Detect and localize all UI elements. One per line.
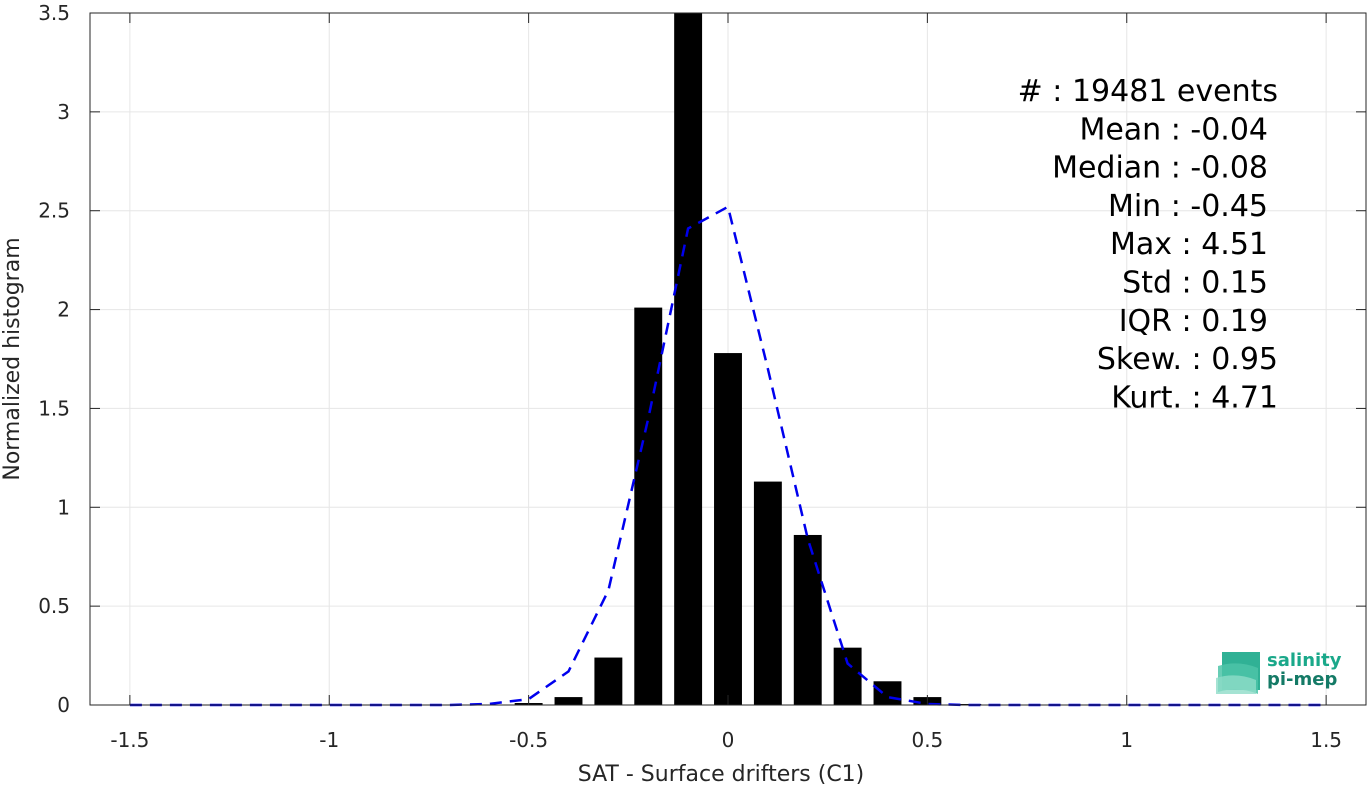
histogram-bar: [753, 481, 782, 705]
stat-line: Max : 4.51: [1110, 227, 1268, 262]
histogram-bar: [833, 647, 862, 705]
x-tick-label: -1.5: [110, 728, 149, 752]
y-tick-label: 3.5: [38, 1, 70, 25]
stat-line: Mean : -0.04: [1079, 112, 1268, 147]
y-tick-label: 0: [57, 693, 70, 717]
stat-line: Skew. : 0.95: [1097, 342, 1278, 377]
histogram-bar: [674, 13, 703, 705]
x-axis-label: SAT - Surface drifters (C1): [578, 762, 865, 785]
histogram-bar: [793, 534, 822, 705]
histogram-bars: [514, 13, 982, 705]
stat-line: IQR : 0.19: [1119, 304, 1268, 339]
x-tick-label: -1: [319, 728, 339, 752]
histogram-bar: [554, 697, 583, 705]
grid: [90, 12, 1366, 706]
y-tick-label: 1.5: [38, 396, 70, 420]
tick-labels: -1.5 -1 -0.5 0 0.5 1 1.5 0 0.5 1 1.5 2 2.5 3 3.5: [38, 1, 1342, 752]
stat-line: Median : -0.08: [1052, 151, 1268, 186]
y-tick-label: 1: [57, 495, 70, 519]
axes: [89, 12, 1367, 706]
x-tick-label: 1.5: [1310, 728, 1342, 752]
y-tick-label: 2: [57, 298, 70, 322]
x-tick-label: 1: [1120, 728, 1133, 752]
y-tick-label: 0.5: [38, 594, 70, 618]
x-tick-label: 0: [722, 728, 735, 752]
histogram-bar: [634, 307, 663, 705]
x-tick-label: -0.5: [509, 728, 548, 752]
y-axis-label: Normalized histogram: [0, 237, 25, 480]
salinity-pi-mep-logo: salinity pi-mep: [1216, 650, 1342, 694]
stat-line: Min : -0.45: [1108, 189, 1268, 224]
y-tick-label: 3: [57, 100, 70, 124]
stat-line: Std : 0.15: [1122, 266, 1268, 301]
x-tick-label: 0.5: [911, 728, 943, 752]
stat-line: # : 19481 events: [1018, 74, 1278, 109]
histogram-bar: [594, 657, 623, 705]
histogram-bar: [873, 681, 902, 705]
logo-text-salinity: salinity: [1267, 650, 1342, 671]
histogram-bar: [714, 353, 742, 705]
wave-logo-icon: [1216, 652, 1260, 694]
stat-line: Kurt. : 4.71: [1111, 380, 1278, 415]
y-tick-label: 2.5: [38, 199, 70, 223]
logo-text-pi-mep: pi-mep: [1267, 669, 1337, 690]
